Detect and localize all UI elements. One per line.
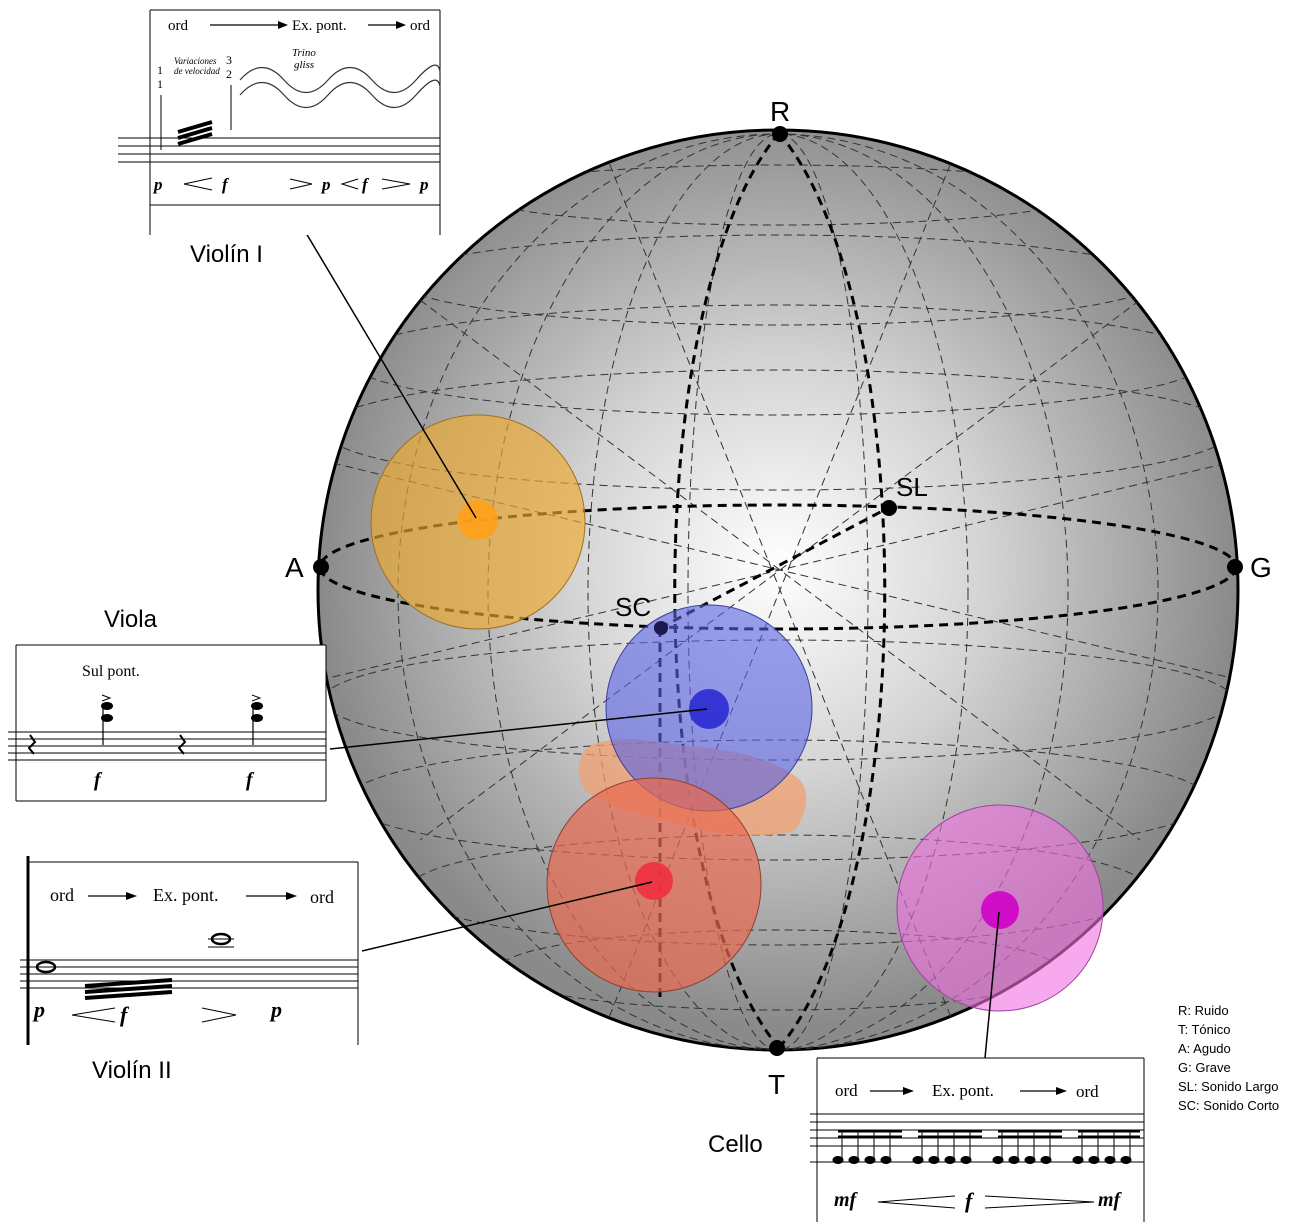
legend-item-sl: SL: Sonido Largo [1178,1079,1278,1094]
viola-label: Viola [104,606,158,633]
legend-item-sc: SC: Sonido Corto [1178,1098,1279,1113]
v1-var-line2: de velocidad [174,66,220,76]
v1-ord-end: ord [410,18,430,34]
pole-a-dot [313,559,329,575]
cello-score: ord Ex. pont. ord [810,1058,1144,1222]
v1-expont: Ex. pont. [292,18,347,34]
legend: R: Ruido T: Tónico A: Agudo G: Grave SL:… [1178,1003,1279,1113]
v1-dyn-p1: p [152,175,163,194]
cello-label: Cello [708,1131,763,1158]
legend-item-r: R: Ruido [1178,1003,1229,1018]
legend-item-a: A: Agudo [1178,1041,1231,1056]
pole-a-label: A [285,552,304,583]
v1-num-1a: 1 [157,63,163,77]
pole-sc-label: SC [615,592,651,622]
viola-center [689,689,729,729]
v1-num-3: 3 [226,53,232,67]
v1-dyn-p3: p [418,175,429,194]
pole-t-label: T [768,1069,785,1100]
v1-var-line1: Variaciones [174,56,217,66]
violin2-center [635,862,673,900]
v2-dyn-p1: p [32,997,45,1022]
pole-r-dot [772,126,788,142]
v1-num-2: 2 [226,67,232,81]
pole-sc-dot [654,621,668,635]
cello-ord-end: ord [1076,1082,1099,1101]
violin2-score: ord Ex. pont. ord p f p [20,856,358,1045]
cello-dyn-mf1: mf [834,1189,859,1211]
violin1-label: Violín I [190,241,263,268]
v1-num-1b: 1 [157,77,163,91]
legend-item-g: G: Grave [1178,1060,1231,1075]
v2-expont: Ex. pont. [153,885,219,905]
cello-ord-start: ord [835,1081,858,1100]
pole-sl-label: SL [896,472,928,502]
pole-g-label: G [1250,552,1272,583]
pole-sl-dot [881,500,897,516]
violin1-center [458,500,498,540]
violin1-score: ord Ex. pont. ord Variaciones de velocid… [118,10,440,235]
viola-score: Sul pont. f f [8,645,326,801]
v1-ord-start: ord [168,18,188,34]
v2-dyn-p2: p [269,997,282,1022]
cello-center [981,891,1019,929]
v1-trino: Trino [292,47,316,59]
pole-g-dot [1227,559,1243,575]
v1-gliss: gliss [294,59,314,71]
pole-r-label: R [770,96,790,127]
pole-t-dot [769,1040,785,1056]
v2-ord-start: ord [50,885,74,905]
viola-sulpont: Sul pont. [82,663,140,680]
violin2-label: Violín II [92,1057,172,1084]
v1-dyn-p2: p [320,175,331,194]
v2-ord-end: ord [310,887,334,907]
cello-dyn-mf2: mf [1098,1189,1123,1211]
cello-expont: Ex. pont. [932,1081,994,1100]
legend-item-t: T: Tónico [1178,1022,1231,1037]
